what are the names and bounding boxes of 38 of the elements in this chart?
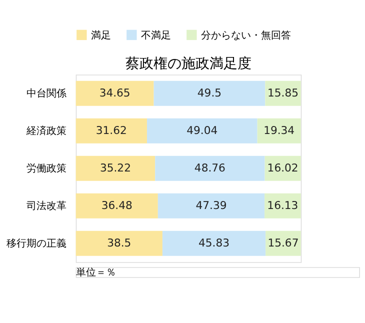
bar [76,118,147,144]
bar [155,156,265,181]
data-label: 31.62 [96,124,127,138]
legend-label: 分からない・無回答 [200,29,291,42]
data-label: 48.76 [194,162,226,175]
data-label: 47.39 [196,199,227,212]
data-label: 16.02 [267,162,298,175]
bar [76,156,156,181]
bar [76,230,162,256]
bar [266,230,301,256]
data-label: 49.04 [186,124,218,138]
data-label: 19.34 [264,124,295,138]
data-label: 15.67 [268,236,299,250]
data-label: 38.5 [107,236,132,250]
bar [264,193,301,218]
data-label: 45.83 [198,236,230,250]
data-label: 34.65 [99,86,130,100]
bar [158,193,265,218]
legend-label: 不満足 [140,29,171,42]
y-tick-label: 経済政策 [25,125,66,138]
bar [154,80,266,106]
text: 単位＝％ [76,266,116,278]
bar [257,118,301,144]
data-label: 49.5 [197,86,222,100]
y-tick-label: 労働政策 [26,162,66,175]
data-label: 35.22 [100,162,131,175]
y-tick-label: 中台関係 [26,88,66,100]
legend-label: 満足 [90,29,111,42]
y-tick-label: 司法改革 [26,200,66,212]
data-label: 15.85 [268,86,298,100]
chart-title: 蔡政権の施政満足度 [125,56,252,72]
y-tick-label: 移行期の正義 [6,238,66,250]
bar [76,80,154,106]
data-label: 16.13 [267,199,298,212]
bar [162,230,266,256]
data-label: 36.48 [101,199,132,212]
bar [146,118,258,144]
bar [76,193,158,218]
